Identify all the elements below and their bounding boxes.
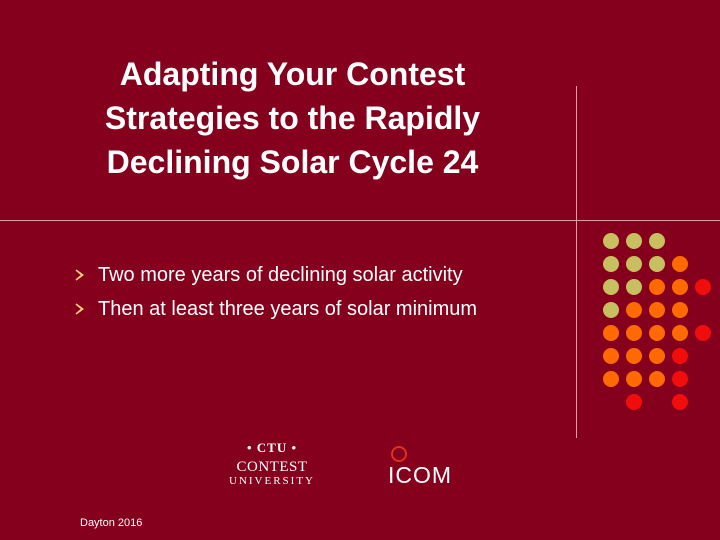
decorative-dot bbox=[649, 371, 665, 387]
decorative-dot bbox=[626, 371, 642, 387]
decorative-dot bbox=[603, 348, 619, 364]
decorative-dot bbox=[649, 348, 665, 364]
bullet-item: Two more years of declining solar activi… bbox=[74, 258, 477, 292]
footer-text: Dayton 2016 bbox=[80, 517, 143, 529]
decorative-dot bbox=[603, 279, 619, 295]
ctu-badge: • CTU • bbox=[246, 440, 298, 455]
icom-wordmark: ICOM bbox=[388, 462, 453, 488]
slide-title: Adapting Your Contest Strategies to the … bbox=[104, 56, 481, 180]
bullet-item: Then at least three years of solar minim… bbox=[74, 292, 477, 326]
decorative-dot bbox=[672, 371, 688, 387]
decorative-dot bbox=[649, 325, 665, 341]
decorative-dot bbox=[603, 256, 619, 272]
decorative-dot bbox=[672, 348, 688, 364]
decorative-dot bbox=[649, 302, 665, 318]
decorative-dot bbox=[695, 279, 711, 295]
decorative-dot bbox=[626, 325, 642, 341]
ctu-subtitle: UNIVERSITY bbox=[229, 475, 315, 487]
decorative-dot-grid bbox=[588, 233, 711, 413]
decorative-dot bbox=[626, 302, 642, 318]
ctu-logo: • CTU • CONTEST UNIVERSITY bbox=[222, 440, 322, 488]
decorative-dot bbox=[672, 394, 688, 410]
decorative-dot bbox=[603, 371, 619, 387]
decorative-dot bbox=[672, 325, 688, 341]
vertical-divider bbox=[576, 86, 577, 438]
icom-ring-icon bbox=[391, 446, 407, 462]
bullet-text: Then at least three years of solar minim… bbox=[98, 298, 478, 320]
decorative-dot bbox=[649, 233, 665, 249]
decorative-dot bbox=[626, 394, 642, 410]
decorative-dot bbox=[672, 302, 688, 318]
bullet-list: Two more years of declining solar activi… bbox=[74, 258, 477, 326]
decorative-dot bbox=[626, 256, 642, 272]
decorative-dot bbox=[695, 325, 711, 341]
decorative-dot bbox=[626, 279, 642, 295]
decorative-dot bbox=[626, 233, 642, 249]
decorative-dot bbox=[649, 256, 665, 272]
decorative-dot bbox=[672, 256, 688, 272]
arrow-bullet-icon bbox=[74, 292, 90, 326]
decorative-dot bbox=[603, 302, 619, 318]
decorative-dot bbox=[626, 348, 642, 364]
arrow-bullet-icon bbox=[74, 258, 90, 292]
horizontal-divider bbox=[0, 220, 720, 221]
ctu-name: CONTEST bbox=[236, 459, 308, 475]
decorative-dot bbox=[603, 325, 619, 341]
decorative-dot bbox=[603, 233, 619, 249]
bullet-text: Two more years of declining solar activi… bbox=[98, 264, 463, 286]
decorative-dot bbox=[649, 279, 665, 295]
decorative-dot bbox=[672, 279, 688, 295]
